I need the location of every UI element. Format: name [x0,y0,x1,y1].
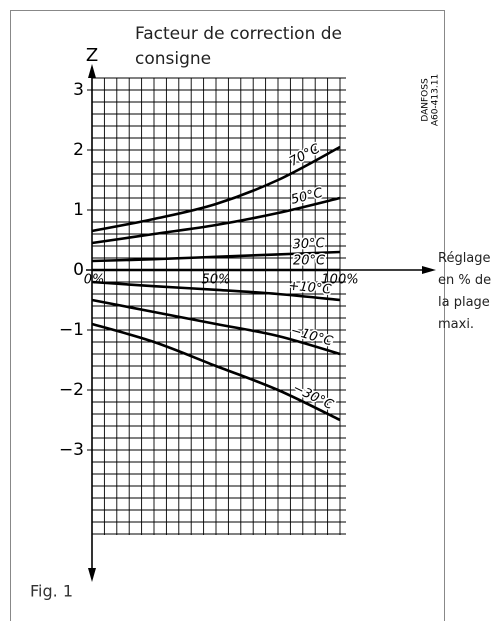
code: DANFOSS A60-413.11 [421,74,441,126]
caption: Fig. 1 [30,582,73,601]
curve [91,250,341,263]
code-line: DANFOSS [421,78,431,122]
curve [91,322,341,422]
code-line: A60-413.11 [431,74,441,126]
x-axis-label: Réglage en % de la plage maxi. [438,251,492,332]
curve-label: 50°C [290,185,326,207]
chart-title: Facteur de correction de consigne [135,24,343,69]
curve-label: 20°C [293,254,326,269]
x-axis-arrow [422,266,436,274]
y-tick-label: 3 [73,80,84,100]
y-tick-label: 1 [73,200,84,220]
x-tick-label: 100% [321,273,358,288]
y-axis-label: Z [86,45,98,66]
x-tick-label: 50% [202,273,231,288]
y-tick-label: −2 [59,380,84,400]
x-tick-label: 0% [84,273,105,288]
y-axis-arrow [88,568,96,582]
curve [91,280,341,302]
curve [91,196,341,245]
y-tick-label: 0 [73,260,84,280]
curve-label: −30°C [290,381,336,414]
y-axis-arrow [88,64,96,78]
y-tick-label: 2 [73,140,84,160]
curve-label: +10°C [288,279,333,298]
frame [10,10,445,621]
curve [91,298,341,356]
grid: −3 −2 −1 0 1 2 3 0% 50% 100% [59,64,436,582]
curve-label: 30°C [292,236,326,252]
y-tick-label: −3 [59,440,84,460]
curve [91,145,341,233]
y-tick-label: −1 [59,320,84,340]
